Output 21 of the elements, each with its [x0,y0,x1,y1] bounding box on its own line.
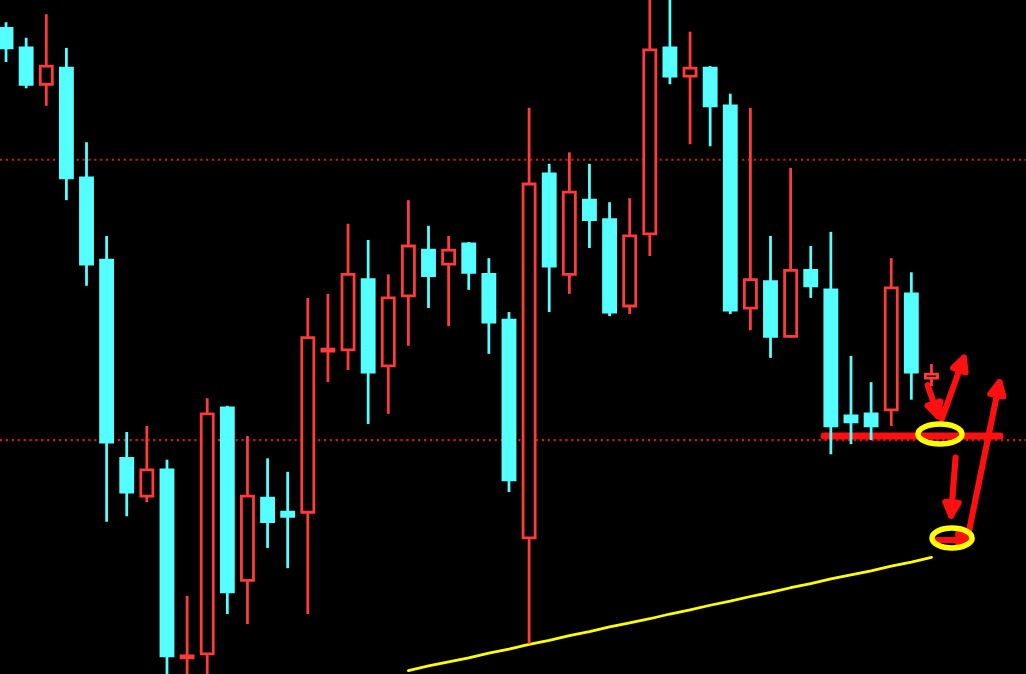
candlestick [139,424,155,504]
candlestick [461,240,477,292]
candlestick [742,106,758,332]
candlestick [38,12,54,108]
candlestick [320,292,336,384]
candlestick [179,594,195,674]
candlestick [421,224,436,310]
candlestick [682,30,698,146]
candlestick [481,256,497,356]
candlestick [441,234,457,328]
candlestick [18,36,34,90]
candlestick [280,470,296,570]
candlestick [843,354,859,446]
candlestick [803,244,819,300]
candlestick [863,380,879,442]
candlestick [702,64,718,148]
candlestick [662,0,678,86]
candlestick [582,162,597,250]
candlestick [119,430,135,518]
candlestick [260,456,275,550]
candlestick [0,20,14,64]
